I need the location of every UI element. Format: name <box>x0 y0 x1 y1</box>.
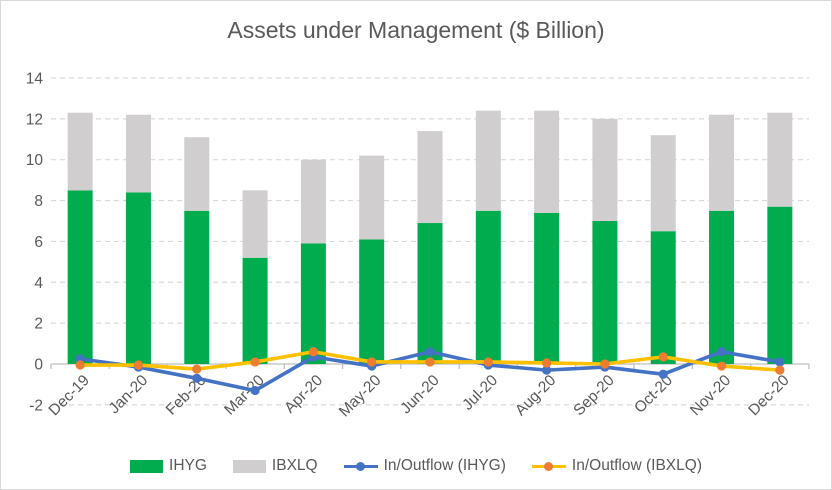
bar-segment-ibxlq <box>650 135 676 232</box>
bar-segment-ibxlq <box>709 114 735 211</box>
bar-segment-ibxlq <box>534 110 560 213</box>
bar-segment-ihyg <box>534 212 560 364</box>
chart-title: Assets under Management ($ Billion) <box>227 17 605 43</box>
bar-segment-ibxlq <box>475 110 501 211</box>
bars-ibxlq-group <box>67 110 793 258</box>
bar-segment-ibxlq <box>359 155 385 240</box>
line-flow-ibxlq <box>75 347 785 375</box>
svg-text:Dec-20: Dec-20 <box>745 372 793 420</box>
svg-text:Nov-20: Nov-20 <box>687 372 735 420</box>
legend-swatch-ibxlq-bar <box>232 459 266 473</box>
bar-segment-ihyg <box>242 257 268 364</box>
svg-text:Dec-19: Dec-19 <box>46 372 93 419</box>
svg-text:-2: -2 <box>29 397 43 414</box>
svg-text:Jun-20: Jun-20 <box>397 372 443 418</box>
svg-text:14: 14 <box>26 70 44 87</box>
line-marker <box>775 365 785 375</box>
svg-text:12: 12 <box>26 111 43 128</box>
bar-segment-ihyg <box>184 210 210 364</box>
line-marker <box>250 357 260 367</box>
line-marker <box>716 361 727 371</box>
line-marker <box>425 347 435 357</box>
bar-segment-ihyg <box>592 220 618 364</box>
line-marker <box>192 373 202 383</box>
bar-segment-ibxlq <box>300 159 326 244</box>
bar-segment-ihyg <box>125 192 151 364</box>
svg-text:Jul-20: Jul-20 <box>459 372 501 414</box>
legend-item-flow-ibxlq: In/Outflow (IBXLQ) <box>531 457 702 475</box>
bar-segment-ihyg <box>475 210 501 364</box>
svg-text:Apr-20: Apr-20 <box>281 372 326 417</box>
bar-segment-ihyg <box>417 223 443 364</box>
legend-swatch-ihyg-bar <box>130 459 164 473</box>
line-marker <box>425 357 435 367</box>
legend-item-flow-ihyg: In/Outflow (IHYG) <box>343 457 506 475</box>
x-axis-category-labels: Dec-19 Jan-20 Feb-20 Mar-20 Apr-20 May-20 Jun-… <box>46 372 793 421</box>
legend-label-flow-ibxlq: In/Outflow (IBXLQ) <box>571 457 702 474</box>
legend-item-ihyg: IHYG <box>130 457 207 475</box>
legend-swatch-flow-ihyg-line <box>343 460 378 473</box>
line-marker <box>716 347 727 357</box>
legend-label-flow-ihyg: In/Outflow (IHYG) <box>383 457 506 474</box>
legend-label-ihyg: IHYG <box>169 457 207 474</box>
line-marker <box>192 364 202 374</box>
bar-segment-ihyg <box>300 243 326 364</box>
svg-text:6: 6 <box>34 234 43 251</box>
svg-text:4: 4 <box>34 275 43 292</box>
bar-segment-ihyg <box>650 231 676 364</box>
svg-text:May-20: May-20 <box>336 372 385 421</box>
y-axis-tick-labels: -2 0 2 4 6 8 10 12 14 <box>26 70 44 414</box>
svg-text:Sep-20: Sep-20 <box>570 372 618 420</box>
line-marker <box>542 358 552 368</box>
bar-segment-ibxlq <box>767 112 793 207</box>
bar-segment-ibxlq <box>242 190 268 258</box>
bar-segment-ihyg <box>67 190 93 364</box>
line-marker <box>542 365 552 375</box>
svg-text:Jan-20: Jan-20 <box>106 372 152 418</box>
line-marker <box>75 360 85 370</box>
bars-ihyg-group <box>67 190 793 364</box>
bar-segment-ibxlq <box>125 114 151 193</box>
line-marker <box>308 347 318 357</box>
bar-segment-ibxlq <box>184 137 210 211</box>
line-marker <box>600 359 610 369</box>
line-marker <box>250 385 260 396</box>
svg-text:Oct-20: Oct-20 <box>631 372 676 417</box>
line-marker <box>658 352 668 362</box>
svg-text:2: 2 <box>34 316 43 333</box>
bar-segment-ibxlq <box>67 112 93 191</box>
bar-segment-ibxlq <box>417 131 443 224</box>
bar-segment-ibxlq <box>592 118 618 221</box>
svg-text:Aug-20: Aug-20 <box>512 372 560 420</box>
bar-segment-ihyg <box>709 210 735 364</box>
svg-text:Mar-20: Mar-20 <box>221 372 268 419</box>
line-marker <box>658 369 668 379</box>
line-marker <box>367 357 377 367</box>
line-marker <box>775 357 785 367</box>
chart-legend: IHYG IBXLQ In/Outflow (IHYG) In/Outflow … <box>1 457 831 475</box>
bar-segment-ihyg <box>767 206 793 364</box>
legend-label-ibxlq: IBXLQ <box>271 457 318 474</box>
svg-text:0: 0 <box>34 357 43 374</box>
line-marker <box>133 360 144 370</box>
line-marker <box>483 357 493 367</box>
svg-text:10: 10 <box>26 152 44 169</box>
legend-item-ibxlq: IBXLQ <box>232 457 318 475</box>
bar-segment-ihyg <box>359 239 385 364</box>
legend-swatch-flow-ibxlq-line <box>531 460 566 473</box>
svg-text:8: 8 <box>34 193 43 210</box>
